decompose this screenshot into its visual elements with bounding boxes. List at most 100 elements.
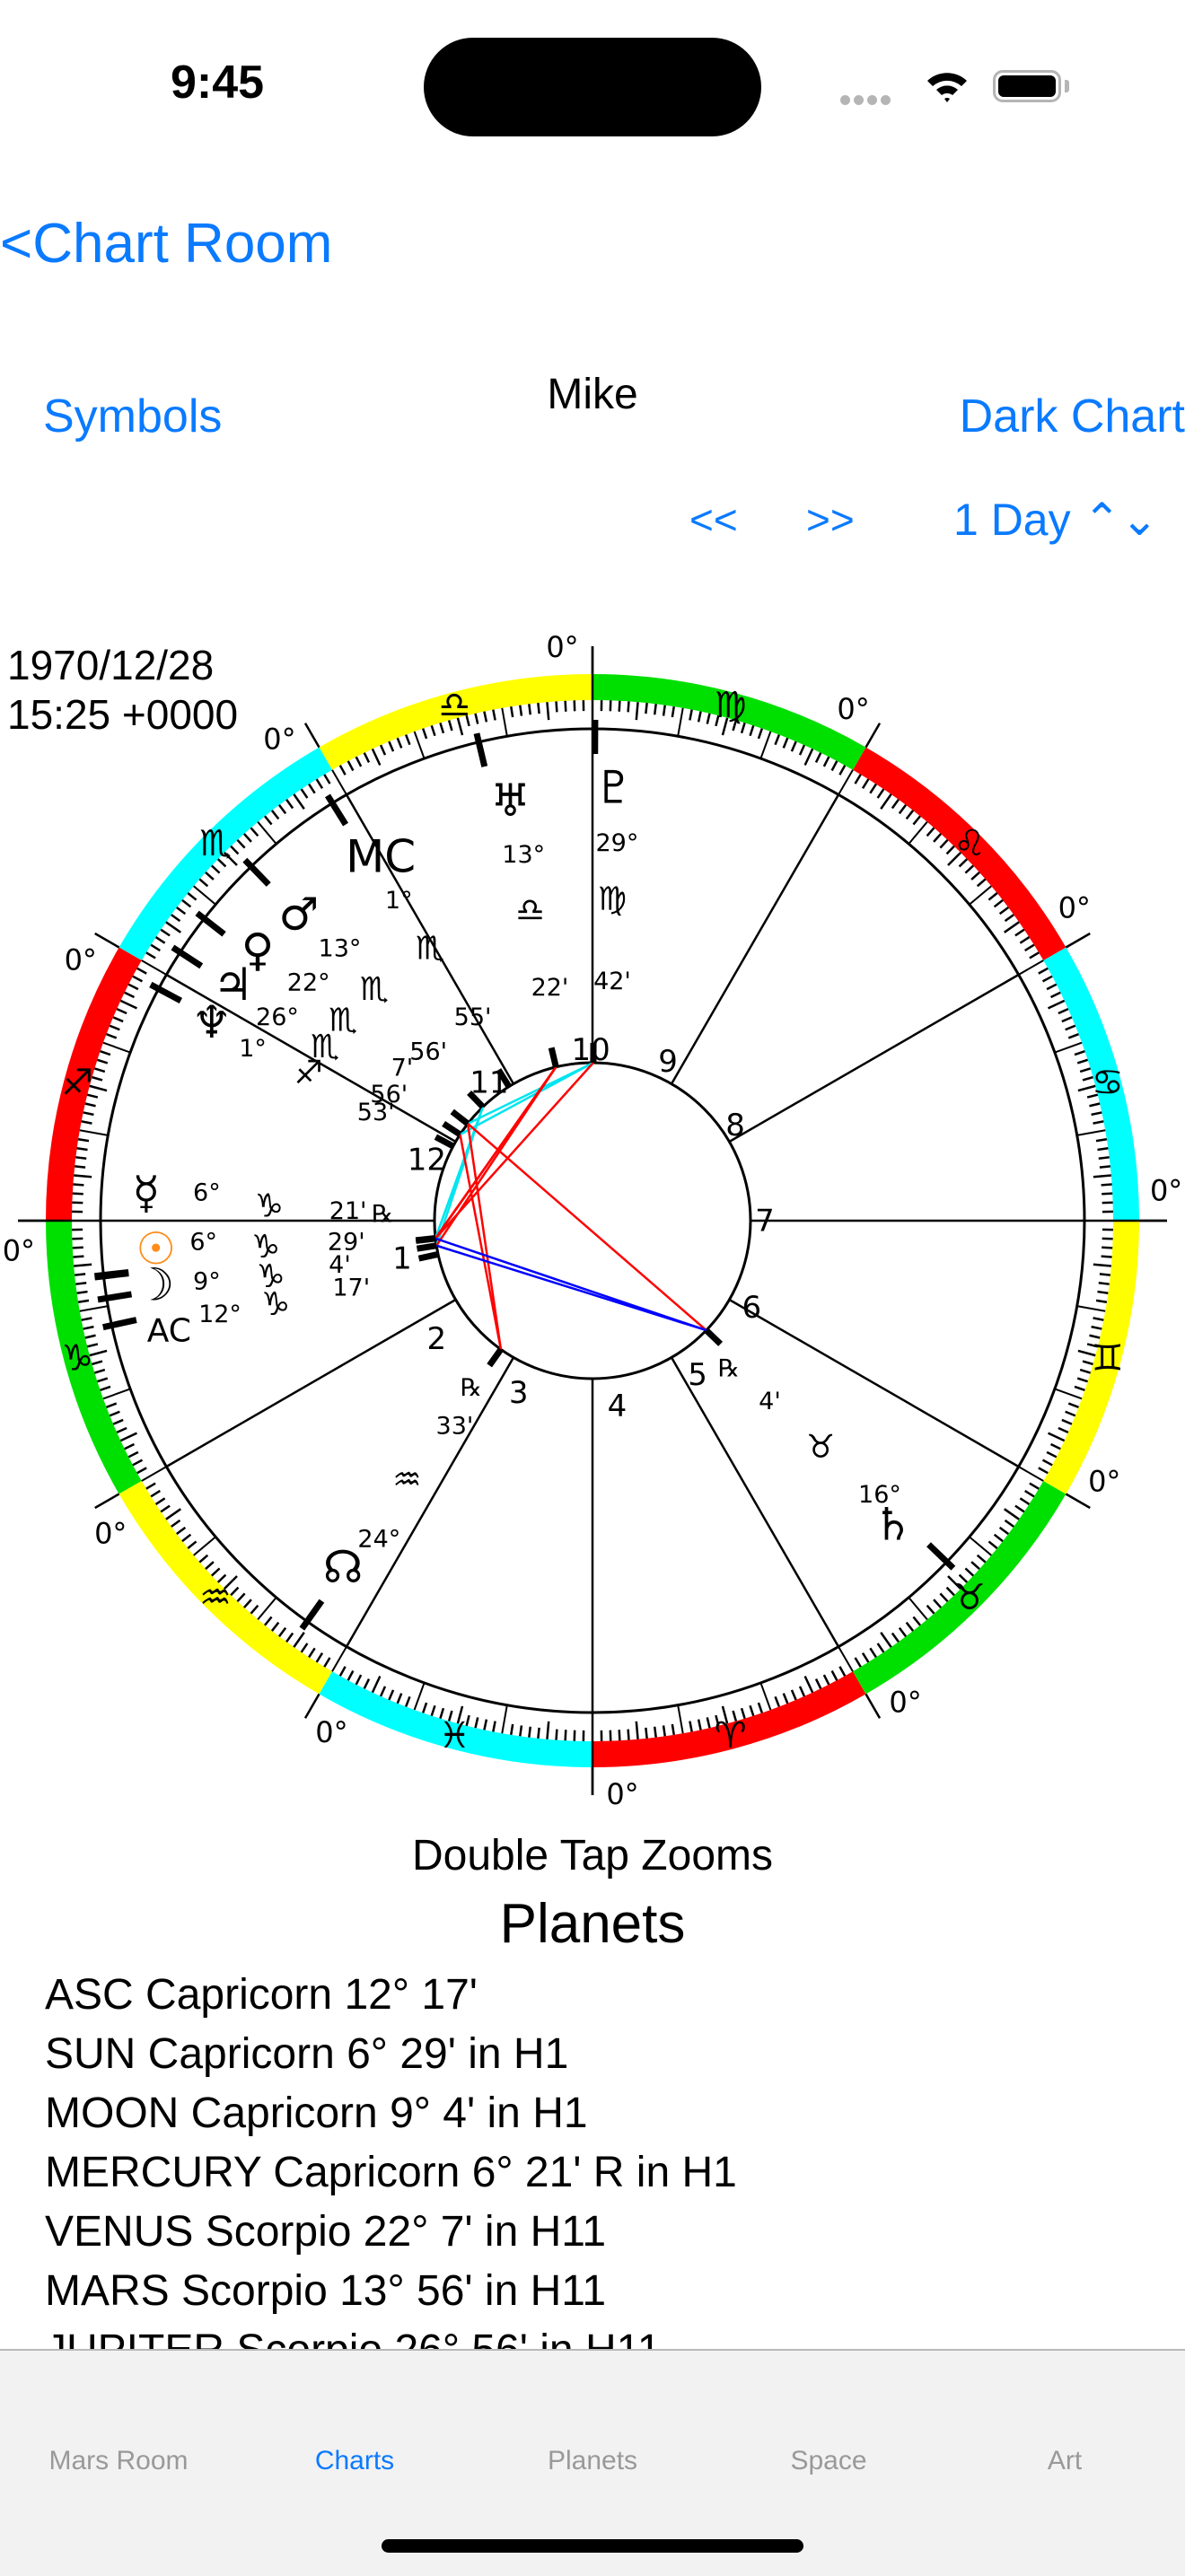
- degree-tick: [101, 1051, 110, 1055]
- mercury-minutes: 21': [329, 1197, 367, 1225]
- node-retrograde-icon: ℞: [461, 1374, 482, 1402]
- degree-tick: [538, 703, 539, 714]
- uranus-sign-icon: ♎︎: [515, 892, 544, 929]
- degree-tick: [502, 1705, 507, 1734]
- degree-tick: [1068, 1034, 1078, 1038]
- degree-tick: [1096, 1139, 1107, 1141]
- dark-chart-button[interactable]: Dark Chart: [960, 390, 1185, 443]
- planet-mark-inner: [443, 1124, 460, 1135]
- degree-tick: [107, 1404, 117, 1407]
- degree-tick: [484, 712, 486, 723]
- degree-tick: [250, 828, 258, 836]
- degree-tick: [182, 900, 190, 907]
- degree-tick: [1047, 985, 1057, 989]
- degree-tick: [824, 1675, 829, 1685]
- asc-minutes: 17': [332, 1275, 370, 1302]
- previous-step-button[interactable]: <<: [689, 495, 738, 544]
- planet-mark-inner: [416, 1239, 435, 1240]
- degree-tick: [760, 1683, 770, 1710]
- degree-tick: [689, 710, 691, 721]
- degree-tick: [212, 865, 220, 872]
- pluto-sign-icon: ♍︎: [598, 881, 627, 917]
- sign-glyph-icon: ♌︎: [953, 823, 986, 864]
- sign-boundary-label: 0°: [546, 630, 578, 664]
- degree-tick: [286, 800, 293, 809]
- degree-tick: [85, 1104, 96, 1107]
- sun-degree: 6°: [189, 1229, 217, 1257]
- degree-tick: [816, 1679, 821, 1689]
- planet-mark-outer: [928, 1545, 952, 1568]
- degree-tick: [80, 1130, 109, 1135]
- degree-tick: [279, 805, 285, 814]
- planet-list[interactable]: ASC Capricorn 12° 17' SUN Capricorn 6° 2…: [45, 1966, 737, 2380]
- house-cusp-line: [347, 1357, 514, 1646]
- pluto-minutes: 42': [593, 968, 631, 995]
- degree-tick: [117, 1428, 127, 1433]
- back-button[interactable]: <Chart Room: [0, 212, 332, 276]
- degree-tick: [1049, 1433, 1065, 1441]
- planet-mark-outer: [103, 1320, 136, 1327]
- natal-chart-wheel[interactable]: ♈︎0°♉︎0°♊︎0°♋︎0°♌︎0°♍︎0°♎︎0°♏︎0°♐︎0°♑︎0°…: [0, 0, 1185, 1885]
- degree-tick: [759, 1703, 762, 1713]
- moon-glyph-icon: ☽: [134, 1259, 174, 1311]
- degree-tick: [628, 1730, 629, 1740]
- degree-tick: [1089, 1104, 1100, 1107]
- degree-tick: [881, 794, 891, 809]
- degree-tick: [1097, 1148, 1108, 1150]
- degree-tick: [520, 1725, 522, 1736]
- house-number: 9: [658, 1044, 678, 1080]
- degree-tick: [970, 1537, 992, 1555]
- degree-tick: [415, 732, 425, 758]
- tab-space[interactable]: Space: [790, 2446, 866, 2476]
- degree-tick: [398, 1694, 401, 1704]
- sign-boundary-label: 0°: [263, 722, 295, 756]
- mars-glyph-icon: ♂: [278, 888, 319, 940]
- degree-tick: [971, 1562, 979, 1569]
- degree-tick: [294, 1633, 303, 1647]
- degree-tick: [107, 1034, 117, 1038]
- status-time: 9:45: [171, 56, 264, 110]
- degree-tick: [166, 922, 180, 932]
- tab-art[interactable]: Art: [1048, 2446, 1082, 2476]
- sign-glyph-icon: ♏︎: [199, 823, 232, 864]
- tab-mars-room[interactable]: Mars Room: [48, 2446, 188, 2476]
- degree-tick: [934, 1599, 941, 1608]
- degree-tick: [1093, 1265, 1111, 1266]
- sign-glyph-icon: ♒︎: [199, 1577, 232, 1618]
- degree-tick: [511, 706, 513, 717]
- step-size-picker[interactable]: 1 Day ⌃⌄: [953, 494, 1158, 546]
- degree-tick: [1066, 1412, 1075, 1415]
- degree-tick: [151, 1491, 160, 1496]
- degree-tick: [870, 784, 876, 793]
- degree-tick: [1005, 1509, 1019, 1519]
- degree-tick: [92, 1077, 102, 1080]
- degree-tick: [1020, 937, 1029, 943]
- cellular-signal-icon: [840, 93, 894, 110]
- degree-tick: [110, 1026, 119, 1030]
- degree-tick: [776, 735, 779, 745]
- degree-tick: [707, 714, 710, 724]
- degree-tick: [1015, 930, 1024, 936]
- uranus-minutes: 22': [531, 974, 569, 1002]
- degree-tick: [965, 865, 973, 872]
- degree-tick: [750, 1705, 754, 1715]
- degree-tick: [258, 822, 276, 845]
- sign-boundary-label: 0°: [889, 1686, 921, 1720]
- tab-planets[interactable]: Planets: [548, 2446, 637, 2476]
- degree-tick: [978, 879, 986, 886]
- mc-glyph-icon: MC: [346, 830, 416, 882]
- degree-tick: [654, 704, 655, 714]
- degree-tick: [493, 710, 495, 721]
- planet-mark-outer: [95, 1274, 129, 1277]
- house-cusp-line: [729, 1300, 1018, 1467]
- degree-tick: [212, 1568, 220, 1575]
- next-step-button[interactable]: >>: [806, 495, 855, 544]
- degree-tick: [824, 757, 829, 767]
- degree-tick: [75, 1157, 86, 1158]
- degree-tick: [110, 1412, 119, 1415]
- house-cusp-line: [672, 794, 838, 1083]
- degree-tick: [1049, 1001, 1065, 1008]
- degree-tick: [1100, 1274, 1110, 1275]
- degree-tick: [398, 738, 401, 748]
- tab-charts[interactable]: Charts: [315, 2446, 394, 2476]
